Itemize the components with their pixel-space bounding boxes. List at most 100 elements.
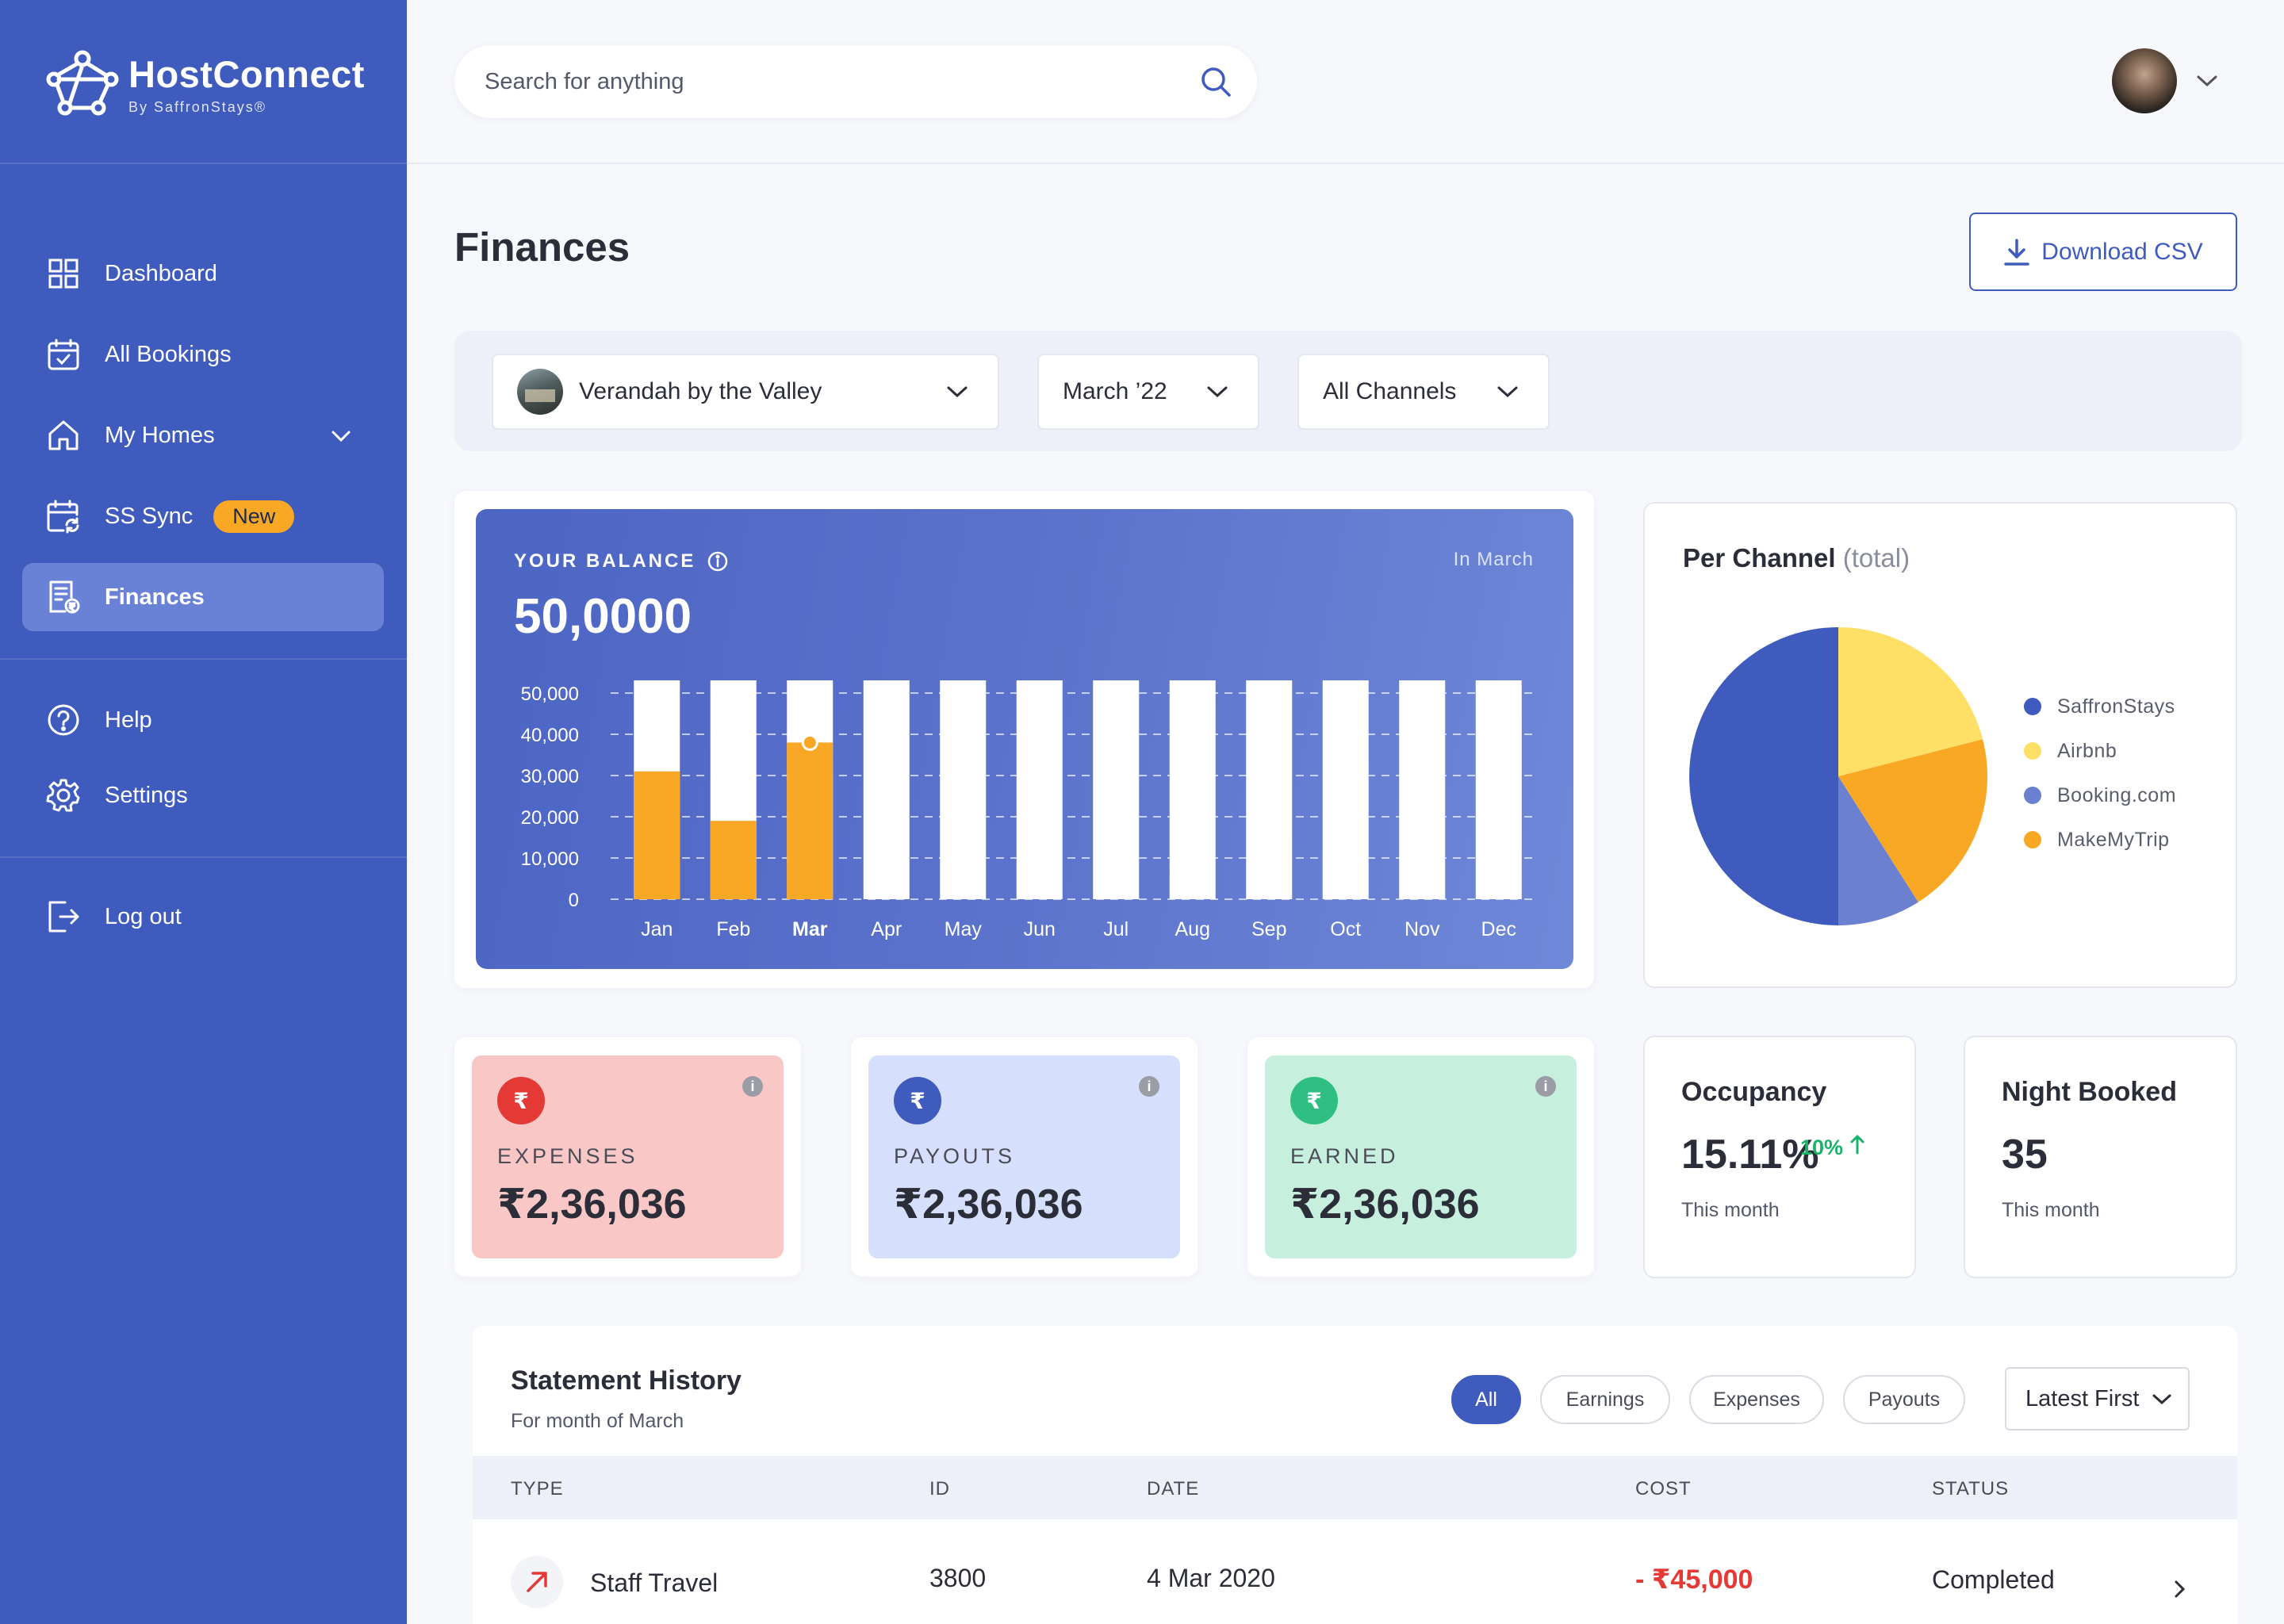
x-tick-label: Dec [1481, 918, 1516, 940]
payouts-label: PAYOUTS [894, 1144, 1016, 1168]
help-icon [46, 703, 81, 737]
sidebar-item-dashboard[interactable]: Dashboard [22, 239, 384, 308]
earned-label: EARNED [1290, 1144, 1399, 1168]
info-icon[interactable]: i [1139, 1076, 1159, 1097]
sidebar-item-label: Dashboard [105, 260, 217, 286]
sidebar-item-label: Help [105, 707, 152, 733]
home-icon [46, 418, 81, 453]
pie-slice[interactable] [1689, 627, 1838, 925]
info-icon[interactable]: i [742, 1076, 763, 1097]
legend-item: MakeMyTrip [2024, 818, 2176, 862]
balance-value: 50,0000 [514, 589, 692, 644]
filter-bar: Verandah by the Valley March ’22 All Cha… [454, 331, 2242, 451]
chevron-down-icon[interactable] [330, 425, 352, 447]
sidebar-item-label: My Homes [105, 422, 215, 448]
x-tick-label: Apr [871, 918, 902, 940]
logout-icon [46, 899, 81, 934]
chevron-down-icon [1497, 386, 1518, 398]
download-csv-label: Download CSV [2041, 238, 2203, 265]
brand-name: HostConnect [128, 53, 365, 95]
legend-label: SaffronStays [2057, 695, 2175, 718]
expenses-card: ₹ i EXPENSES ₹2,36,036 [454, 1037, 801, 1277]
filter-pill-expenses[interactable]: Expenses [1689, 1375, 1824, 1424]
download-csv-button[interactable]: Download CSV [1969, 213, 2237, 291]
legend-item: Booking.com [2024, 773, 2176, 818]
sort-select[interactable]: Latest First [2005, 1367, 2190, 1431]
y-tick-label: 50,000 [521, 684, 579, 705]
pie-slice[interactable] [1838, 627, 1983, 776]
month-select[interactable]: March ’22 [1037, 354, 1259, 430]
balance-label-row: YOUR BALANCE [514, 550, 729, 573]
legend-dot [2024, 831, 2041, 848]
chevron-right-icon[interactable] [2171, 1578, 2187, 1600]
new-badge: New [213, 500, 295, 533]
legend-dot [2024, 698, 2041, 715]
payouts-card-inner: ₹ i PAYOUTS ₹2,36,036 [868, 1055, 1180, 1258]
y-tick-label: 20,000 [521, 807, 579, 829]
sidebar-item-label: All Bookings [105, 341, 232, 367]
rupee-icon: ₹ [497, 1077, 545, 1124]
receipt-icon [46, 580, 81, 615]
bar-value[interactable] [710, 821, 757, 899]
search-icon[interactable] [1198, 64, 1233, 99]
sidebar-item-all-bookings[interactable]: All Bookings [22, 320, 384, 389]
statement-title: Statement History [511, 1365, 742, 1396]
occupancy-value: 15.11% [1681, 1132, 1819, 1178]
filter-pill-payouts[interactable]: Payouts [1843, 1375, 1965, 1424]
home-select[interactable]: Verandah by the Valley [492, 354, 999, 430]
col-cost: COST [1635, 1478, 1692, 1500]
brand-sub: By SaffronStays® [128, 99, 266, 115]
balance-bar-chart: 50,000 40,000 30,000 20,000 10,000 0 Jan Feb Ma… [521, 680, 1537, 940]
per-channel-title-text: Per Channel [1683, 543, 1836, 573]
sidebar-item-help[interactable]: Help [22, 686, 384, 754]
download-icon [2004, 238, 2030, 266]
channel-select[interactable]: All Channels [1297, 354, 1550, 430]
info-icon[interactable]: i [1535, 1076, 1556, 1097]
pie-slice[interactable] [1838, 739, 1987, 902]
gear-icon [46, 778, 81, 813]
month-select-value: March ’22 [1063, 378, 1167, 404]
bar-value[interactable] [787, 742, 834, 899]
search-input[interactable] [485, 64, 1182, 99]
expenses-card-inner: ₹ i EXPENSES ₹2,36,036 [472, 1055, 784, 1258]
sidebar-item-settings[interactable]: Settings [22, 761, 384, 829]
sidebar-item-logout[interactable]: Log out [22, 883, 384, 951]
search-bar[interactable] [454, 45, 1257, 118]
night-booked-value: 35 [2002, 1132, 2048, 1178]
top-header [407, 0, 2284, 164]
sidebar-item-finances[interactable]: Finances [22, 563, 384, 631]
bar-track [1169, 680, 1216, 899]
statement-history-card: Statement History For month of March All… [473, 1326, 2237, 1624]
x-tick-label: May [945, 918, 983, 940]
y-tick-label: 0 [569, 890, 579, 911]
legend-dot [2024, 742, 2041, 760]
hostconnect-logo-icon [46, 50, 119, 116]
info-icon[interactable] [707, 550, 729, 573]
chevron-down-icon[interactable] [2195, 71, 2219, 90]
bar-track [1475, 680, 1522, 899]
earned-card-inner: ₹ i EARNED ₹2,36,036 [1265, 1055, 1577, 1258]
col-id: ID [929, 1478, 950, 1500]
statement-sub: For month of March [511, 1410, 684, 1432]
sidebar-item-my-homes[interactable]: My Homes [22, 401, 384, 469]
bar-value[interactable] [634, 771, 680, 899]
filter-pill-earnings[interactable]: Earnings [1540, 1375, 1670, 1424]
table-header: TYPE ID DATE COST STATUS [473, 1456, 2237, 1519]
filter-pill-all[interactable]: All [1451, 1375, 1521, 1424]
logo-area: HostConnect By SaffronStays® [0, 0, 407, 164]
row-date: 4 Mar 2020 [1147, 1564, 1275, 1592]
row-status: Completed [1932, 1565, 2055, 1594]
sidebar-item-label: Finances [105, 584, 205, 610]
table-row[interactable]: Staff Travel 3800 4 Mar 2020 - ₹45,000 C… [473, 1542, 2237, 1621]
pie-slice[interactable] [1838, 776, 1918, 925]
x-tick-label: Jun [1024, 918, 1056, 940]
sidebar-item-ss-sync[interactable]: SS Sync New [22, 482, 384, 550]
bar-track [940, 680, 987, 899]
earned-card: ₹ i EARNED ₹2,36,036 [1247, 1037, 1594, 1277]
x-tick-label: Jan [641, 918, 673, 940]
y-tick-label: 40,000 [521, 725, 579, 746]
night-booked-title: Night Booked [2002, 1077, 2177, 1107]
home-thumbnail [517, 369, 563, 415]
avatar[interactable] [2112, 48, 2177, 113]
bar-track [1246, 680, 1293, 899]
